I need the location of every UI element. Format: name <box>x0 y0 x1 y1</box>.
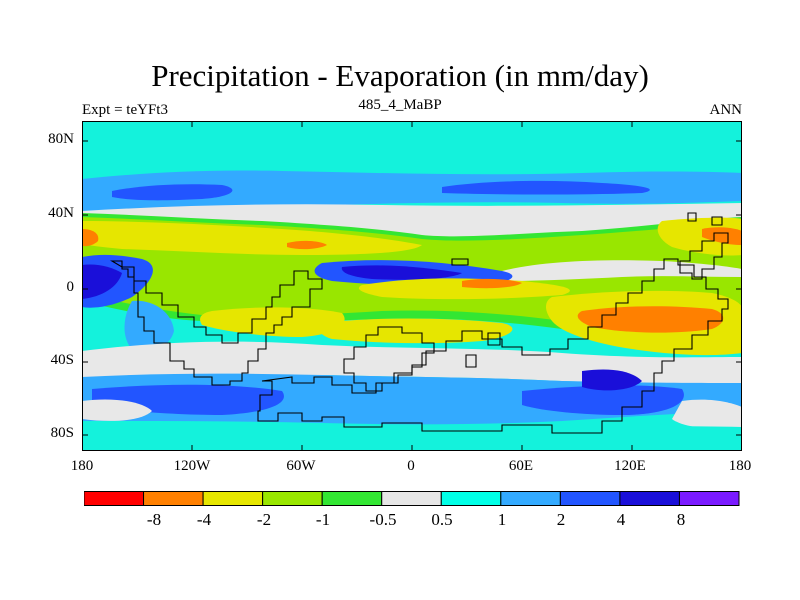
region-npacific-orange <box>82 229 99 247</box>
coastline-west-continent <box>110 260 323 386</box>
region-south-indian-yellow <box>318 318 513 344</box>
region-nwpacific-orange <box>702 227 742 245</box>
coastline-small-island-3 <box>451 258 469 266</box>
colorbar-label-m4: -4 <box>196 510 212 529</box>
axis-ticks <box>82 121 742 451</box>
case-label: 485_4_MaBP <box>358 97 442 113</box>
region-north-darkblue-2 <box>442 180 650 195</box>
region-se-orange <box>577 306 724 333</box>
page-title: Precipitation - Evaporation (in mm/day) <box>151 58 649 93</box>
colorbar-label-p05: 0.5 <box>431 510 453 529</box>
lon-label-60e: 60E <box>508 458 534 474</box>
region-south-gray-2 <box>672 399 742 429</box>
colorbar-swatch <box>321 491 383 506</box>
coastline-small-island-1 <box>465 354 477 368</box>
precip-evap-map <box>82 121 742 451</box>
region-south-gray-1 <box>82 399 152 421</box>
lon-label-180w: 180 <box>70 458 94 474</box>
colorbar-label-p2: 2 <box>556 510 566 529</box>
season-label: ANN <box>709 102 743 118</box>
lon-label-0: 0 <box>407 458 415 474</box>
colorbar-label-m1: -1 <box>315 510 331 529</box>
colorbar-swatch <box>381 491 442 506</box>
colorbar-swatch <box>678 491 740 506</box>
coastlines <box>110 212 729 434</box>
coastline-small-island-5 <box>711 216 723 226</box>
lat-label-80n: 80N <box>48 131 74 147</box>
colorbar-swatch <box>500 491 561 506</box>
region-npacific-yellow <box>82 221 422 255</box>
region-west-tropic-darkblue <box>82 264 122 299</box>
colorbar-swatch <box>202 491 264 506</box>
region-south-polar <box>82 421 742 451</box>
coastline-central-island <box>343 326 435 392</box>
region-west-lightblue <box>124 300 174 351</box>
region-spacific-yellow <box>200 307 345 337</box>
lon-label-120w: 120W <box>173 458 211 474</box>
lat-label-40n: 40N <box>48 205 74 221</box>
lon-label-180e: 180 <box>728 458 752 474</box>
colorbar-swatch <box>262 491 323 506</box>
colorbar-label-p1: 1 <box>497 510 507 529</box>
lat-label-80s: 80S <box>50 425 74 441</box>
region-npacific-orange-2 <box>287 240 327 250</box>
colorbar-label-m8: -8 <box>146 510 162 529</box>
region-nwpacific-yellow <box>657 217 742 256</box>
colorbar-swatch <box>440 491 502 506</box>
colorbar-swatch <box>559 491 621 506</box>
colorbar-swatch <box>619 491 680 506</box>
lon-label-60w: 60W <box>286 458 316 474</box>
coastline-small-island-2 <box>487 332 501 346</box>
region-equator-darkblue <box>341 265 462 280</box>
experiment-label: Expt = teYFt3 <box>82 102 168 118</box>
colorbar-swatch <box>143 491 204 506</box>
lat-label-0: 0 <box>66 279 75 295</box>
region-north-darkblue <box>112 184 233 201</box>
colorbar-label-p8: 8 <box>676 510 686 529</box>
coastline-east-island <box>679 232 729 280</box>
region-southern-ocean-darkblue-2 <box>522 385 684 415</box>
colorbar-label-p4: 4 <box>616 510 626 529</box>
coastline-small-island-4 <box>687 212 697 222</box>
colorbar-swatch <box>84 491 145 506</box>
region-central-orange <box>462 278 522 289</box>
colorbar-label-m05: -0.5 <box>369 510 397 529</box>
colorbar <box>84 491 740 506</box>
colorbar-label-m2: -2 <box>256 510 272 529</box>
region-south-darkblue-3 <box>582 369 642 391</box>
lon-label-120e: 120E <box>614 458 646 474</box>
lat-label-40s: 40S <box>50 352 74 368</box>
